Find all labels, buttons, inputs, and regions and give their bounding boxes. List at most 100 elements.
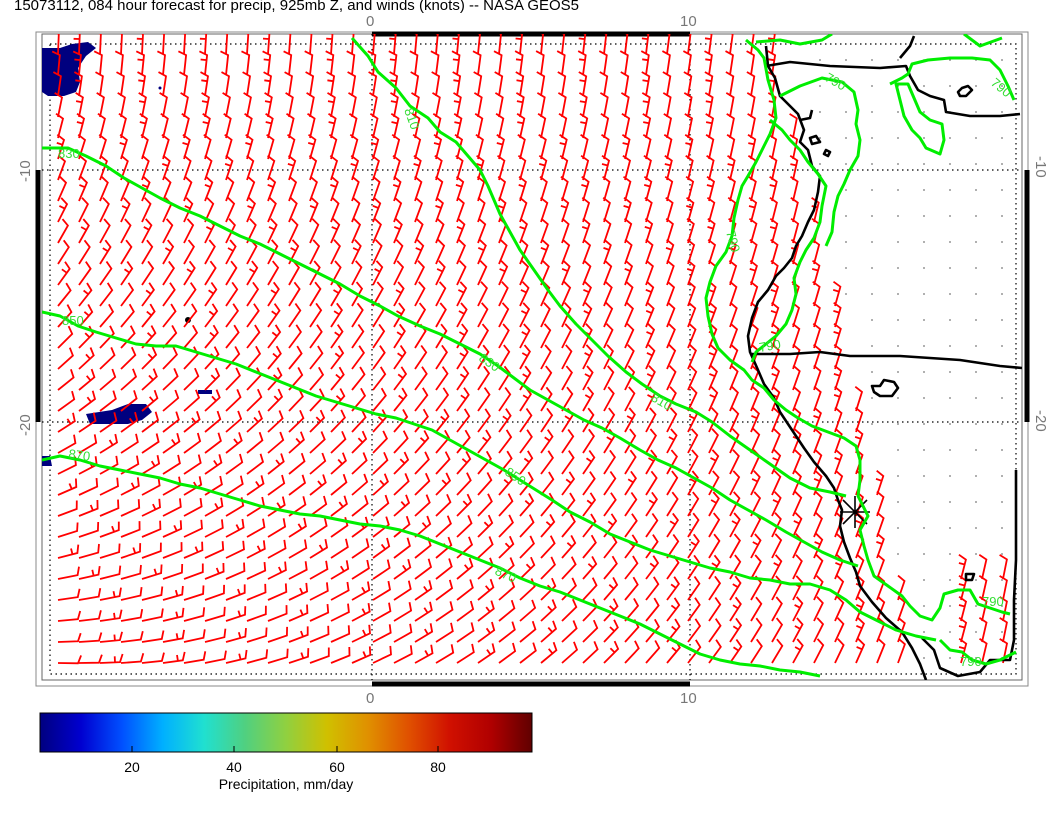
wind-barb [201, 92, 210, 118]
wind-barb [540, 641, 558, 664]
wind-barb [477, 239, 487, 265]
wind-barb [811, 259, 821, 286]
wind-barb [473, 71, 483, 97]
wind-barb [393, 408, 409, 433]
wind-barb [704, 92, 714, 118]
wind-barb [120, 433, 139, 454]
wind-barb [999, 554, 1008, 580]
colorbar-tick-40: 40 [226, 759, 242, 775]
wind-barb [78, 610, 102, 622]
wind-barb [204, 628, 227, 643]
wind-barb [393, 451, 410, 475]
wind-barb [78, 239, 91, 265]
wind-barb [162, 651, 186, 664]
wind-barb [708, 533, 721, 559]
wind-barb [393, 323, 406, 349]
wind-barb [199, 34, 208, 55]
wind-barb [540, 196, 549, 223]
wind-barb [540, 535, 556, 559]
wind-barb [372, 387, 387, 412]
wind-barb [372, 197, 382, 223]
wind-barb [99, 303, 115, 328]
wind-barb [57, 155, 67, 181]
wind-barb [876, 638, 886, 664]
wind-barb [225, 367, 241, 391]
wind-barb [369, 92, 378, 118]
wind-barb [141, 652, 165, 664]
wind-barb [225, 562, 246, 580]
wind-barb [308, 154, 318, 181]
land-dot [975, 345, 977, 347]
wind-barb [351, 34, 355, 55]
wind-barb [876, 532, 885, 559]
wind-barb [246, 518, 266, 538]
wind-barb [57, 655, 82, 665]
wind-barb [225, 197, 236, 223]
wind-barb [98, 133, 107, 160]
wind-barb [326, 34, 334, 55]
wind-barb [687, 323, 697, 349]
land-dot [975, 267, 977, 269]
land-dot [949, 605, 951, 607]
wind-barb [561, 556, 577, 580]
land-dot [975, 293, 977, 295]
wind-barb [435, 472, 452, 496]
wind-barb [958, 616, 968, 643]
wind-barb [330, 646, 351, 664]
wind-barb [393, 197, 403, 223]
wind-barb [770, 280, 780, 307]
wind-barb [456, 557, 474, 580]
wind-barb [351, 495, 369, 517]
wind-barb [603, 576, 619, 601]
wind-barb [750, 34, 755, 55]
land-dot [871, 267, 873, 269]
wind-barb [204, 541, 225, 559]
land-dot [949, 59, 951, 61]
wind-barb [897, 595, 906, 622]
wind-barb [288, 409, 305, 433]
wind-barb [414, 366, 428, 391]
wind-barb [329, 154, 339, 181]
wind-barb [393, 344, 407, 370]
wind-barb [750, 491, 762, 517]
wind-barb [267, 303, 281, 328]
wind-barb [812, 301, 821, 328]
wind-barb [601, 154, 611, 181]
wind-barb [477, 281, 488, 307]
wind-barb [519, 302, 531, 328]
wind-barb [393, 430, 409, 454]
land-dot [949, 475, 951, 477]
wind-barb [624, 470, 637, 496]
wind-barb [645, 576, 660, 601]
wind-barb [183, 541, 204, 559]
wind-barb [537, 113, 547, 139]
wind-barb [708, 618, 722, 643]
wind-barb [288, 474, 307, 496]
land-dot [949, 371, 951, 373]
wind-barb [708, 512, 721, 538]
wind-barb [645, 281, 655, 307]
wind-barb [624, 513, 638, 538]
wind-barb [750, 386, 760, 412]
wind-barb [456, 450, 472, 475]
wind-barb [624, 555, 639, 580]
wind-barb [708, 554, 721, 580]
wind-barb [137, 71, 146, 97]
wind-barb [204, 281, 218, 307]
wind-barb [665, 217, 674, 244]
wind-barb [833, 301, 842, 328]
wind-barb [309, 560, 329, 580]
wind-barb [372, 494, 390, 517]
wind-barb [57, 325, 74, 349]
wind-barb [623, 196, 632, 223]
land-dot [923, 423, 925, 425]
wind-barb [351, 239, 362, 265]
wind-barb [225, 281, 239, 307]
wind-barb [120, 390, 138, 412]
wind-barb [705, 134, 715, 160]
wind-barb [643, 154, 652, 181]
wind-barb [687, 470, 699, 496]
wind-barb [708, 449, 720, 475]
wind-barb [328, 133, 338, 160]
wind-barb [768, 155, 778, 181]
